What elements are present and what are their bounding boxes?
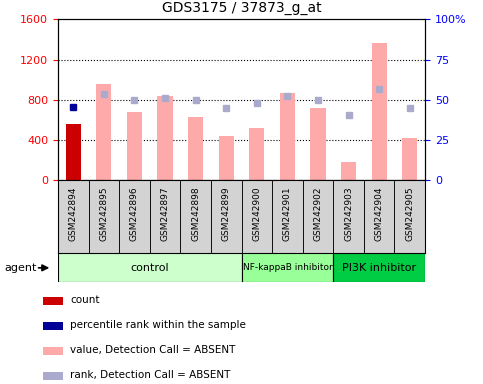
- Text: GSM242897: GSM242897: [160, 186, 170, 241]
- Bar: [333, 180, 364, 253]
- Bar: [303, 180, 333, 253]
- Text: percentile rank within the sample: percentile rank within the sample: [70, 320, 246, 330]
- Bar: [272, 180, 303, 253]
- Text: GSM242900: GSM242900: [252, 186, 261, 241]
- Text: agent: agent: [5, 263, 37, 273]
- Bar: [242, 180, 272, 253]
- Bar: [150, 180, 180, 253]
- Bar: [371, 43, 387, 180]
- Bar: [249, 128, 265, 180]
- Text: GSM242905: GSM242905: [405, 186, 414, 241]
- Text: GSM242902: GSM242902: [313, 186, 323, 241]
- Bar: [66, 124, 81, 180]
- Text: GSM242896: GSM242896: [130, 186, 139, 241]
- Text: value, Detection Call = ABSENT: value, Detection Call = ABSENT: [70, 345, 236, 355]
- Text: GSM242901: GSM242901: [283, 186, 292, 241]
- Bar: [88, 180, 119, 253]
- Bar: [58, 180, 88, 253]
- Bar: [402, 138, 417, 180]
- Text: GSM242898: GSM242898: [191, 186, 200, 241]
- Bar: [211, 180, 242, 253]
- Bar: [96, 84, 112, 180]
- Bar: [341, 162, 356, 180]
- Bar: [364, 180, 395, 253]
- Bar: [43, 372, 63, 380]
- Text: count: count: [70, 295, 99, 305]
- Bar: [157, 96, 173, 180]
- Bar: [43, 347, 63, 355]
- Bar: [333, 253, 425, 282]
- Bar: [219, 136, 234, 180]
- Text: GSM242903: GSM242903: [344, 186, 353, 241]
- Bar: [242, 253, 333, 282]
- Text: GSM242904: GSM242904: [375, 186, 384, 241]
- Title: GDS3175 / 37873_g_at: GDS3175 / 37873_g_at: [162, 2, 321, 15]
- Bar: [311, 108, 326, 180]
- Bar: [280, 93, 295, 180]
- Text: rank, Detection Call = ABSENT: rank, Detection Call = ABSENT: [70, 370, 230, 380]
- Bar: [119, 180, 150, 253]
- Text: NF-kappaB inhibitor: NF-kappaB inhibitor: [242, 263, 332, 272]
- Bar: [180, 180, 211, 253]
- Text: GSM242895: GSM242895: [99, 186, 108, 241]
- Text: control: control: [130, 263, 169, 273]
- Text: GSM242899: GSM242899: [222, 186, 231, 241]
- Bar: [43, 322, 63, 330]
- Bar: [395, 180, 425, 253]
- Bar: [188, 117, 203, 180]
- Bar: [43, 297, 63, 305]
- Bar: [127, 112, 142, 180]
- Text: GSM242894: GSM242894: [69, 186, 78, 241]
- Bar: [58, 253, 242, 282]
- Text: PI3K inhibitor: PI3K inhibitor: [342, 263, 416, 273]
